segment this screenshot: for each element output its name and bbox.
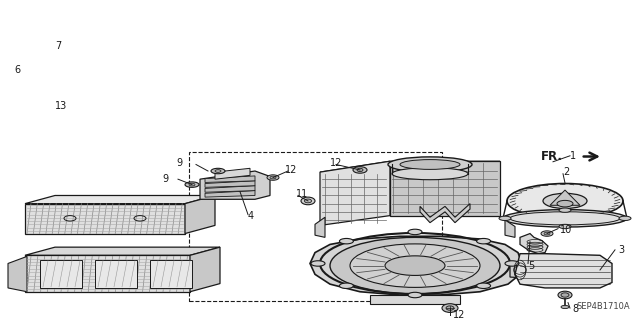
Ellipse shape	[388, 157, 472, 172]
Text: 9: 9	[176, 158, 182, 168]
Ellipse shape	[330, 237, 500, 294]
Ellipse shape	[408, 292, 422, 298]
Polygon shape	[370, 295, 460, 304]
Ellipse shape	[510, 212, 620, 225]
Text: 13: 13	[55, 101, 67, 111]
Polygon shape	[505, 220, 515, 237]
Ellipse shape	[215, 170, 221, 172]
Polygon shape	[205, 186, 255, 192]
Ellipse shape	[189, 183, 195, 186]
Ellipse shape	[477, 238, 491, 244]
Ellipse shape	[559, 208, 571, 212]
Ellipse shape	[446, 306, 454, 310]
Polygon shape	[420, 204, 470, 223]
Ellipse shape	[559, 224, 571, 229]
Polygon shape	[25, 255, 190, 292]
Text: 7: 7	[55, 41, 61, 51]
Ellipse shape	[561, 293, 569, 297]
Ellipse shape	[353, 167, 367, 173]
Ellipse shape	[339, 283, 353, 288]
Ellipse shape	[561, 305, 569, 308]
Ellipse shape	[311, 261, 325, 266]
Ellipse shape	[499, 216, 511, 220]
Text: 4: 4	[248, 211, 254, 221]
Ellipse shape	[408, 229, 422, 235]
Polygon shape	[8, 256, 27, 292]
Ellipse shape	[357, 168, 363, 172]
Ellipse shape	[301, 197, 315, 205]
Polygon shape	[25, 204, 185, 234]
Polygon shape	[190, 247, 220, 292]
Text: 8: 8	[572, 304, 578, 314]
Ellipse shape	[350, 244, 480, 287]
Text: 12: 12	[285, 165, 298, 175]
Polygon shape	[205, 176, 255, 182]
Ellipse shape	[385, 256, 445, 275]
Polygon shape	[550, 190, 580, 205]
Polygon shape	[510, 263, 548, 279]
Ellipse shape	[543, 193, 587, 209]
Text: 12: 12	[330, 159, 342, 168]
Ellipse shape	[185, 182, 199, 187]
Ellipse shape	[392, 168, 468, 180]
Ellipse shape	[400, 160, 460, 169]
Text: 11: 11	[296, 189, 308, 199]
Ellipse shape	[505, 261, 519, 266]
Polygon shape	[205, 190, 255, 197]
Ellipse shape	[339, 238, 353, 244]
Polygon shape	[520, 234, 548, 254]
Ellipse shape	[270, 176, 276, 179]
Polygon shape	[320, 161, 390, 226]
Bar	[40, 260, 82, 288]
Ellipse shape	[477, 283, 491, 288]
Text: 2: 2	[563, 167, 569, 177]
Ellipse shape	[557, 200, 573, 207]
Ellipse shape	[507, 183, 623, 218]
Ellipse shape	[619, 216, 631, 220]
Polygon shape	[310, 236, 522, 295]
Polygon shape	[515, 254, 612, 288]
Text: FR.: FR.	[541, 150, 563, 163]
Polygon shape	[205, 181, 255, 187]
Polygon shape	[185, 196, 215, 234]
Ellipse shape	[503, 210, 627, 227]
Text: 9: 9	[162, 174, 168, 184]
Polygon shape	[25, 196, 215, 204]
Bar	[189, 152, 442, 301]
Ellipse shape	[541, 231, 553, 236]
Polygon shape	[320, 161, 500, 172]
Polygon shape	[215, 168, 250, 179]
Ellipse shape	[558, 291, 572, 299]
Text: SEP4B1710A: SEP4B1710A	[577, 302, 630, 311]
Bar	[150, 260, 192, 288]
Text: 12: 12	[453, 310, 465, 319]
Ellipse shape	[305, 199, 312, 203]
Ellipse shape	[211, 168, 225, 174]
Ellipse shape	[442, 304, 458, 312]
Ellipse shape	[267, 175, 279, 180]
Polygon shape	[315, 217, 325, 237]
Text: 3: 3	[618, 245, 624, 255]
Polygon shape	[25, 247, 220, 255]
Polygon shape	[200, 171, 270, 199]
Polygon shape	[390, 161, 500, 216]
Text: 1: 1	[570, 151, 576, 161]
Bar	[95, 260, 137, 288]
Text: 10: 10	[560, 225, 572, 235]
Text: 6: 6	[14, 65, 20, 75]
Ellipse shape	[544, 232, 550, 235]
Text: 5: 5	[528, 261, 534, 271]
